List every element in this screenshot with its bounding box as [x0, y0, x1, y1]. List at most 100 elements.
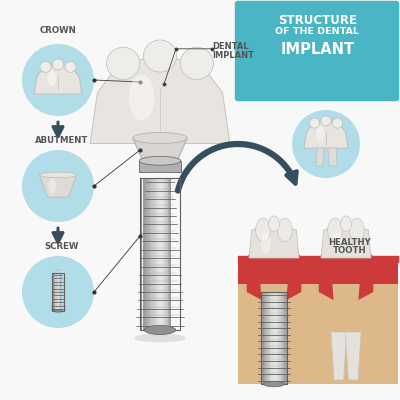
Bar — [52, 273, 64, 311]
Bar — [57, 273, 58, 311]
Bar — [272, 292, 273, 384]
Bar — [286, 292, 287, 384]
Polygon shape — [247, 284, 262, 300]
Bar — [53, 273, 54, 311]
Bar — [165, 178, 167, 330]
Polygon shape — [39, 175, 77, 197]
Bar — [170, 178, 171, 330]
Ellipse shape — [333, 233, 342, 254]
Bar — [168, 178, 169, 330]
Bar — [143, 178, 145, 330]
Bar — [261, 292, 262, 384]
Bar — [266, 292, 268, 384]
Ellipse shape — [47, 71, 56, 86]
Bar — [273, 292, 274, 384]
Text: TOOTH: TOOTH — [333, 246, 367, 255]
Bar — [275, 292, 277, 384]
Ellipse shape — [278, 218, 292, 242]
Ellipse shape — [309, 118, 320, 128]
Bar — [149, 178, 151, 330]
Bar — [166, 178, 168, 330]
Polygon shape — [321, 224, 371, 258]
Polygon shape — [304, 121, 348, 148]
Bar — [277, 292, 278, 384]
Bar — [280, 292, 282, 384]
FancyBboxPatch shape — [235, 1, 399, 101]
Bar — [278, 292, 279, 384]
Bar — [274, 292, 275, 384]
Polygon shape — [345, 332, 361, 380]
Bar — [151, 178, 153, 330]
Ellipse shape — [268, 216, 280, 232]
Polygon shape — [286, 284, 301, 300]
Bar — [140, 178, 142, 330]
Ellipse shape — [133, 132, 187, 144]
Ellipse shape — [144, 326, 176, 334]
Text: IMPLANT: IMPLANT — [280, 42, 354, 57]
Bar — [270, 292, 272, 384]
Bar — [163, 178, 164, 330]
Bar — [164, 178, 166, 330]
Ellipse shape — [54, 310, 62, 312]
Polygon shape — [328, 148, 337, 166]
Text: CROWN: CROWN — [40, 26, 76, 35]
Bar — [140, 178, 180, 330]
Ellipse shape — [40, 62, 51, 72]
Ellipse shape — [52, 59, 64, 70]
Bar — [58, 273, 59, 311]
Text: ABUTMENT: ABUTMENT — [35, 136, 89, 145]
Text: IMPLANT: IMPLANT — [212, 51, 254, 60]
Bar — [52, 273, 53, 311]
Ellipse shape — [256, 218, 271, 242]
Ellipse shape — [39, 172, 77, 178]
Bar — [139, 161, 181, 172]
Circle shape — [22, 256, 94, 328]
Polygon shape — [316, 148, 324, 166]
Bar — [155, 178, 157, 330]
Bar — [268, 292, 269, 384]
Ellipse shape — [107, 47, 140, 80]
Ellipse shape — [340, 216, 352, 232]
Bar — [261, 292, 287, 384]
Ellipse shape — [261, 233, 271, 254]
Polygon shape — [249, 224, 299, 258]
Ellipse shape — [49, 178, 56, 194]
Ellipse shape — [129, 74, 154, 120]
Bar — [264, 292, 265, 384]
Bar — [269, 292, 270, 384]
Bar — [157, 178, 158, 330]
Ellipse shape — [144, 40, 176, 72]
Bar — [238, 256, 398, 284]
Ellipse shape — [139, 156, 181, 165]
Bar — [265, 292, 266, 384]
Bar — [283, 292, 284, 384]
Text: HEALTHY: HEALTHY — [329, 238, 371, 247]
Ellipse shape — [332, 118, 343, 128]
Ellipse shape — [321, 116, 331, 126]
Bar — [147, 178, 149, 330]
Polygon shape — [319, 284, 334, 300]
Bar — [279, 292, 280, 384]
Ellipse shape — [316, 126, 324, 141]
Bar — [55, 273, 56, 311]
Ellipse shape — [350, 218, 364, 242]
Bar — [284, 292, 286, 384]
Text: STRUCTURE: STRUCTURE — [278, 14, 357, 27]
Bar — [282, 292, 283, 384]
Bar — [160, 178, 162, 330]
Circle shape — [22, 44, 94, 116]
Ellipse shape — [65, 62, 76, 72]
Polygon shape — [34, 64, 82, 94]
Ellipse shape — [180, 47, 213, 80]
Text: OF THE DENTAL: OF THE DENTAL — [275, 27, 359, 36]
Bar — [158, 178, 160, 330]
Bar — [168, 178, 170, 330]
Bar — [169, 178, 170, 330]
Text: SCREW: SCREW — [45, 242, 79, 251]
Ellipse shape — [134, 334, 186, 342]
Text: DENTAL: DENTAL — [212, 42, 249, 51]
Bar — [153, 178, 155, 330]
Ellipse shape — [264, 381, 284, 387]
Bar — [162, 178, 163, 330]
Polygon shape — [331, 332, 347, 380]
